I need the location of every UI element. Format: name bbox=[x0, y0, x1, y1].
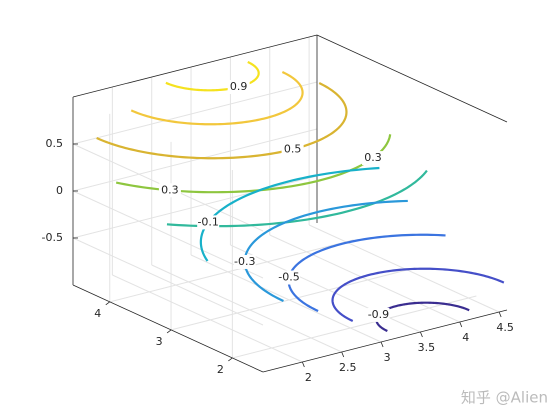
contour-line bbox=[331, 267, 505, 322]
contour-line bbox=[375, 301, 470, 332]
label-bg bbox=[227, 79, 250, 94]
grid-line bbox=[190, 254, 382, 343]
x-tick-label: 4.5 bbox=[496, 321, 514, 334]
contour-label: 0.3 bbox=[364, 151, 382, 164]
label-bg bbox=[197, 215, 220, 230]
contour-line bbox=[166, 169, 428, 228]
label-bg bbox=[233, 254, 256, 269]
tick-mark bbox=[459, 321, 463, 328]
grid-line bbox=[230, 244, 421, 333]
x-tick-label: 4 bbox=[462, 331, 469, 344]
axis-edge bbox=[72, 34, 318, 98]
contour-line bbox=[243, 199, 408, 302]
grid-line bbox=[109, 239, 354, 303]
contour-label: -0.5 bbox=[278, 271, 299, 284]
label-bg bbox=[281, 142, 304, 157]
tick-mark bbox=[380, 341, 384, 348]
tick-mark bbox=[341, 351, 345, 358]
y-tick-label: 2 bbox=[217, 363, 224, 376]
contour-label: 0.9 bbox=[230, 80, 248, 93]
tick-mark bbox=[301, 361, 305, 368]
contour-line bbox=[287, 233, 446, 312]
contour-label: -0.1 bbox=[197, 215, 218, 228]
label-bg bbox=[367, 307, 390, 322]
z-tick-label: 0.5 bbox=[46, 137, 64, 150]
tick-mark bbox=[498, 311, 502, 318]
tick-mark bbox=[420, 331, 423, 338]
grid-line bbox=[72, 81, 318, 145]
tick-mark bbox=[228, 357, 233, 362]
contour-label: -0.3 bbox=[234, 255, 255, 268]
x-tick-label: 3.5 bbox=[418, 341, 436, 354]
grid-line bbox=[151, 264, 342, 353]
grid-line bbox=[232, 295, 477, 359]
contour-label: 0.3 bbox=[161, 183, 179, 196]
label-bg bbox=[158, 183, 181, 198]
grid-line bbox=[72, 237, 264, 326]
tick-mark bbox=[166, 329, 172, 334]
y-tick-label: 3 bbox=[156, 335, 163, 348]
contour-label: -0.9 bbox=[368, 308, 389, 321]
grid-line bbox=[72, 128, 318, 192]
x-tick-label: 3 bbox=[384, 351, 391, 364]
x-tick-label: 2.5 bbox=[339, 361, 357, 374]
grid-line bbox=[269, 234, 460, 323]
axis-edge bbox=[262, 309, 508, 373]
label-bg bbox=[277, 270, 300, 285]
axis-edge bbox=[316, 34, 508, 123]
y-tick-label: 4 bbox=[94, 307, 101, 320]
axis-edge bbox=[72, 284, 264, 373]
contour-label: 0.5 bbox=[284, 142, 302, 155]
contour-line bbox=[130, 71, 304, 126]
grid-line bbox=[72, 190, 264, 279]
contour-line bbox=[199, 166, 380, 262]
contour-line bbox=[115, 134, 392, 194]
tick-mark bbox=[105, 301, 111, 306]
watermark: 知乎 @Alien bbox=[461, 389, 548, 407]
x-tick-label: 2 bbox=[305, 371, 312, 384]
grid-line bbox=[112, 274, 303, 363]
z-tick-label: 0 bbox=[56, 184, 63, 197]
z-tick-label: -0.5 bbox=[42, 231, 63, 244]
grid-line bbox=[72, 175, 318, 239]
label-bg bbox=[362, 151, 385, 166]
grid-line bbox=[170, 267, 416, 331]
